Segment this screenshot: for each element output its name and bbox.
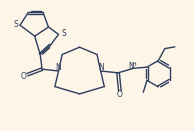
Text: O: O xyxy=(21,72,27,81)
Text: N: N xyxy=(56,63,61,72)
Text: S: S xyxy=(61,29,66,38)
Text: N: N xyxy=(129,62,134,71)
Text: O: O xyxy=(117,90,123,99)
Text: S: S xyxy=(13,20,18,29)
Text: N: N xyxy=(98,63,104,72)
Text: H: H xyxy=(131,62,136,67)
